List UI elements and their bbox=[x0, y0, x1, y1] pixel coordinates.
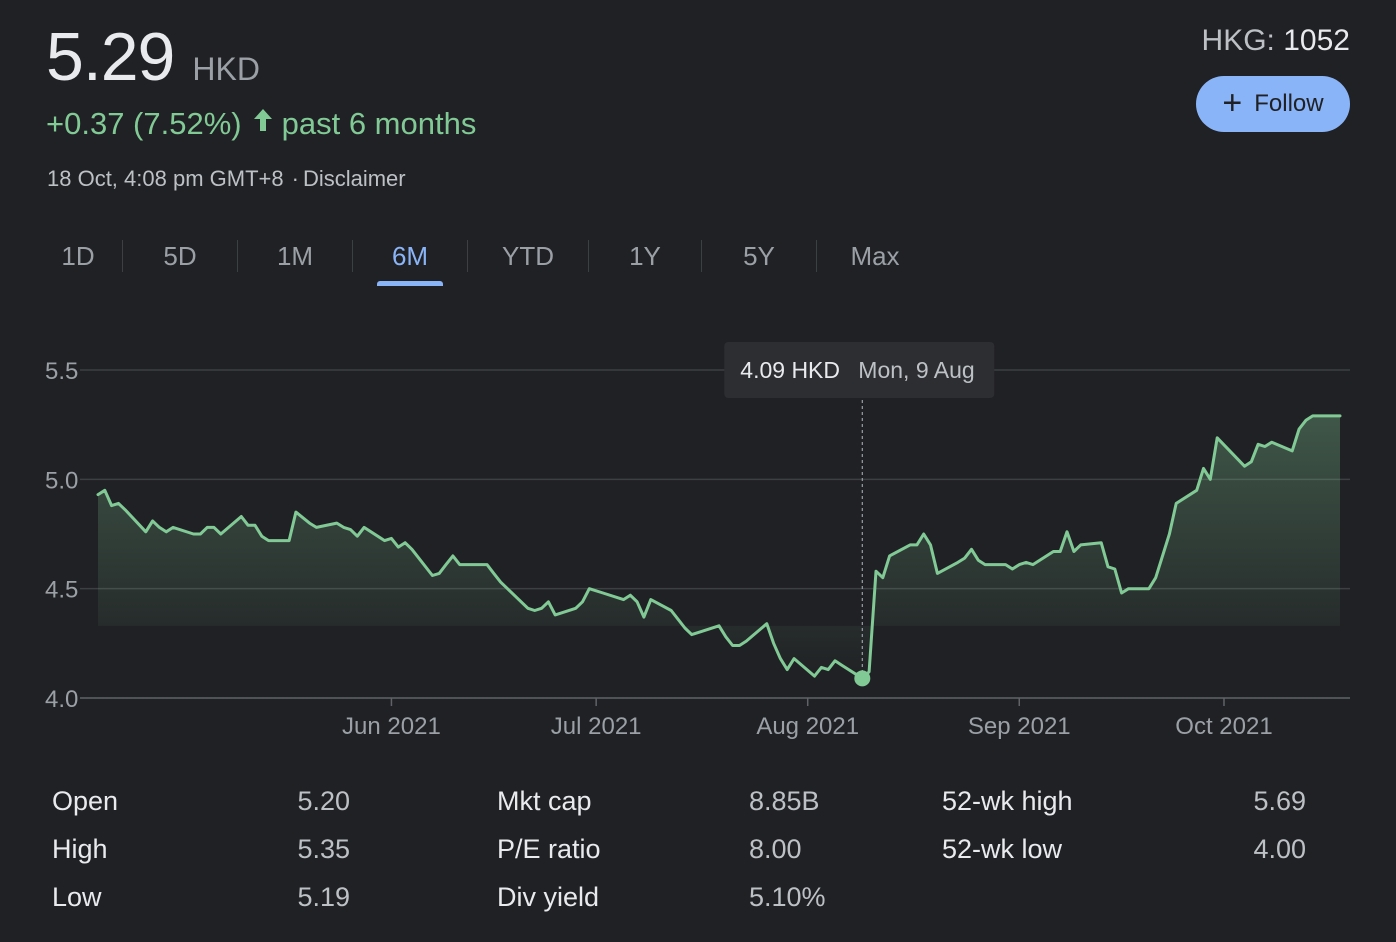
stat-value-mkt-cap: 8.85B bbox=[749, 786, 820, 816]
symbol-code: 1052 bbox=[1283, 24, 1350, 57]
stat-value-pe-ratio: 8.00 bbox=[749, 834, 802, 864]
tab-1y[interactable]: 1Y bbox=[629, 240, 661, 271]
stat-value-low: 5.19 bbox=[297, 882, 350, 912]
tab-1d[interactable]: 1D bbox=[61, 240, 95, 271]
stat-value-open: 5.20 bbox=[297, 786, 350, 816]
current-price: 5.29 bbox=[46, 19, 175, 95]
ticker-symbol: HKG: 1052 bbox=[1202, 24, 1350, 58]
price-change-row: +0.37 (7.52%) past 6 months bbox=[46, 106, 476, 142]
y-tick-label: 5.5 bbox=[45, 358, 78, 385]
tab-divider bbox=[701, 240, 702, 272]
tooltip-date: Mon, 9 Aug bbox=[858, 357, 974, 383]
x-tick-label: Aug 2021 bbox=[756, 713, 859, 740]
currency-label: HKD bbox=[192, 51, 260, 87]
x-tick-label: Sep 2021 bbox=[968, 713, 1071, 740]
chart-series bbox=[96, 414, 1342, 680]
tab-5y[interactable]: 5Y bbox=[743, 240, 775, 271]
stat-label-52wk-low: 52-wk low bbox=[942, 834, 1063, 864]
y-tick-label: 4.5 bbox=[45, 577, 78, 604]
stat-value-52wk-low: 4.00 bbox=[1253, 834, 1306, 864]
tab-max[interactable]: Max bbox=[850, 240, 900, 271]
x-tick-label: Jun 2021 bbox=[342, 713, 441, 740]
arrow-up-icon bbox=[252, 107, 274, 141]
stat-label-low: Low bbox=[52, 882, 102, 912]
exchange-label: HKG: bbox=[1201, 24, 1275, 57]
x-tick-label: Oct 2021 bbox=[1175, 713, 1272, 740]
price-change: +0.37 (7.52%) bbox=[46, 106, 242, 141]
y-axis-ticks: 5.5 5.0 4.5 4.0 bbox=[45, 358, 78, 713]
quote-timestamp: 18 Oct, 4:08 pm GMT+8 bbox=[47, 166, 284, 191]
tab-divider bbox=[588, 240, 589, 272]
tab-divider bbox=[237, 240, 238, 272]
area-fill bbox=[98, 415, 1340, 679]
tab-divider bbox=[816, 240, 817, 272]
series-line bbox=[96, 414, 1342, 680]
stat-label-pe-ratio: P/E ratio bbox=[497, 834, 601, 864]
hover-point bbox=[854, 670, 871, 687]
stat-label-open: Open bbox=[52, 786, 119, 816]
change-period: past 6 months bbox=[281, 106, 477, 141]
chart-gridlines bbox=[80, 369, 1350, 699]
chart-tooltip: 4.09 HKD Mon, 9 Aug bbox=[724, 342, 995, 687]
plus-icon: + bbox=[1222, 83, 1243, 122]
quote-meta: 18 Oct, 4:08 pm GMT+8 · Disclaimer bbox=[47, 166, 406, 192]
tab-divider bbox=[122, 240, 123, 272]
stat-value-div-yield: 5.10% bbox=[749, 882, 826, 912]
tooltip-box bbox=[724, 342, 995, 398]
price-row: 5.29 HKD bbox=[46, 18, 260, 96]
stat-label-52wk-high: 52-wk high bbox=[942, 786, 1073, 816]
disclaimer-link[interactable]: Disclaimer bbox=[302, 166, 406, 191]
tab-6m[interactable]: 6M bbox=[353, 232, 467, 280]
x-tick-label: Jul 2021 bbox=[551, 713, 642, 740]
stat-value-high: 5.35 bbox=[297, 834, 350, 864]
tab-divider bbox=[467, 240, 468, 272]
meta-separator: · bbox=[291, 166, 299, 191]
tooltip-value: 4.09 HKD bbox=[740, 357, 840, 383]
x-axis-ticks: Jun 2021 Jul 2021 Aug 2021 Sep 2021 Oct 2021 bbox=[342, 698, 1273, 740]
tab-1m[interactable]: 1M bbox=[276, 240, 314, 271]
stat-label-high: High bbox=[52, 834, 108, 864]
follow-button-label: Follow bbox=[1254, 90, 1324, 117]
tab-ytd[interactable]: YTD bbox=[502, 240, 554, 271]
y-tick-label: 5.0 bbox=[45, 467, 78, 494]
price-chart[interactable]: Jun 2021 Jul 2021 Aug 2021 Sep 2021 Oct 2021… bbox=[0, 330, 1396, 760]
range-tabs: 1D 5D 1M 6M YTD 1Y 5Y Max bbox=[34, 232, 933, 288]
chart-area-fill bbox=[98, 415, 1340, 679]
y-tick-label: 4.0 bbox=[45, 686, 78, 713]
key-stats: Open 5.20 High 5.35 Low 5.19 Mkt cap 8.8… bbox=[52, 786, 1312, 926]
stat-label-div-yield: Div yield bbox=[497, 882, 600, 912]
stat-value-52wk-high: 5.69 bbox=[1253, 786, 1306, 816]
stat-label-mkt-cap: Mkt cap bbox=[497, 786, 592, 816]
follow-button[interactable]: + Follow bbox=[1196, 76, 1350, 132]
tab-5d[interactable]: 5D bbox=[163, 240, 197, 271]
